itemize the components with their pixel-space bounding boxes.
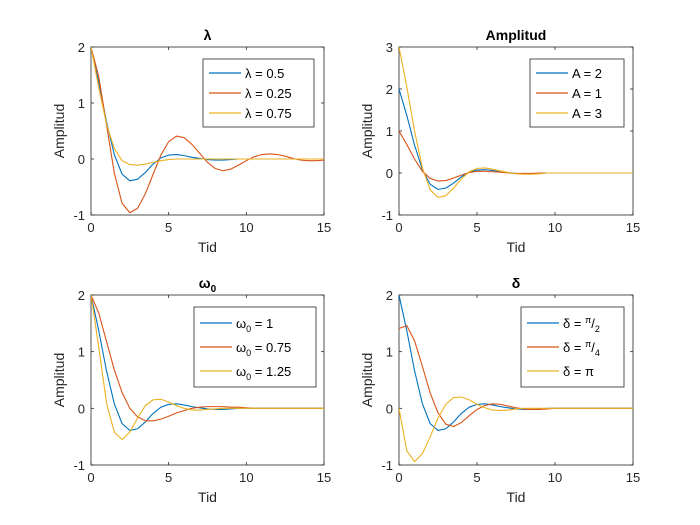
y-tick-label: 1: [78, 96, 85, 111]
series-line-3: [91, 47, 324, 166]
x-tick-label: 10: [548, 470, 562, 485]
y-tick-label: -1: [381, 458, 393, 473]
y-axis-label: Amplitud: [359, 353, 375, 407]
y-tick-label: 1: [78, 345, 85, 360]
x-tick-label: 0: [87, 470, 94, 485]
legend-entry: λ = 0.75: [245, 106, 292, 121]
x-tick-label: 5: [473, 470, 480, 485]
x-tick-label: 10: [239, 220, 253, 235]
chart-title: δ: [512, 275, 521, 291]
y-tick-label: 2: [386, 82, 393, 97]
y-axis-label: Amplitud: [51, 104, 67, 158]
x-tick-label: 5: [473, 220, 480, 235]
legend-entry: A = 3: [572, 106, 602, 121]
legend: A = 2 A = 1 A = 3: [529, 58, 625, 128]
y-tick-label: 3: [386, 40, 393, 55]
legend-entry: δ = π/4: [563, 339, 600, 358]
chart-title: λ: [204, 27, 212, 43]
x-axis-label: Tid: [507, 489, 526, 505]
y-tick-label: 1: [386, 124, 393, 139]
y-tick-label: -1: [73, 458, 85, 473]
series-line-3: [399, 396, 633, 463]
y-axis-label: Amplitud: [51, 353, 67, 407]
legend-entry: δ = π: [563, 364, 594, 379]
x-tick-label: 5: [165, 220, 172, 235]
y-tick-label: -1: [381, 208, 393, 223]
legend: δ = π/2 δ = π/4 δ = π: [520, 306, 625, 388]
x-tick-label: 0: [395, 470, 402, 485]
legend-entry: A = 2: [572, 66, 602, 81]
x-axis-label: Tid: [198, 489, 217, 505]
x-axis-label: Tid: [198, 239, 217, 255]
legend-entry: λ = 0.5: [245, 66, 284, 81]
series-line-3: [399, 47, 633, 198]
legend-entry: δ = π/2: [563, 315, 600, 334]
legend-entry: λ = 0.25: [245, 86, 292, 101]
x-tick-label: 10: [239, 470, 253, 485]
x-tick-label: 15: [317, 220, 331, 235]
y-tick-label: 0: [386, 166, 393, 181]
x-tick-label: 5: [165, 470, 172, 485]
axes-box: [398, 294, 634, 466]
legend-entry: A = 1: [572, 86, 602, 101]
y-tick-label: 2: [78, 288, 85, 303]
axes-box: [90, 294, 325, 466]
legend: λ = 0.5 λ = 0.25 λ = 0.75: [202, 58, 315, 128]
x-tick-label: 0: [87, 220, 94, 235]
x-axis-label: Tid: [507, 239, 526, 255]
x-tick-label: 15: [626, 470, 640, 485]
x-tick-label: 0: [395, 220, 402, 235]
series-line-2: [91, 47, 324, 214]
y-tick-label: 2: [78, 40, 85, 55]
series-line-3: [91, 295, 324, 441]
y-tick-label: 0: [78, 152, 85, 167]
y-axis-label: Amplitud: [359, 104, 375, 158]
y-tick-label: 1: [386, 345, 393, 360]
y-tick-label: 0: [78, 401, 85, 416]
legend-entry: ω0 = 1: [236, 316, 273, 334]
axes-box: [90, 46, 325, 216]
x-tick-label: 10: [548, 220, 562, 235]
x-tick-label: 15: [317, 470, 331, 485]
chart-title: Amplitud: [486, 27, 547, 43]
y-tick-label: 2: [386, 288, 393, 303]
y-tick-label: -1: [73, 208, 85, 223]
y-tick-label: 0: [386, 401, 393, 416]
x-tick-label: 15: [626, 220, 640, 235]
